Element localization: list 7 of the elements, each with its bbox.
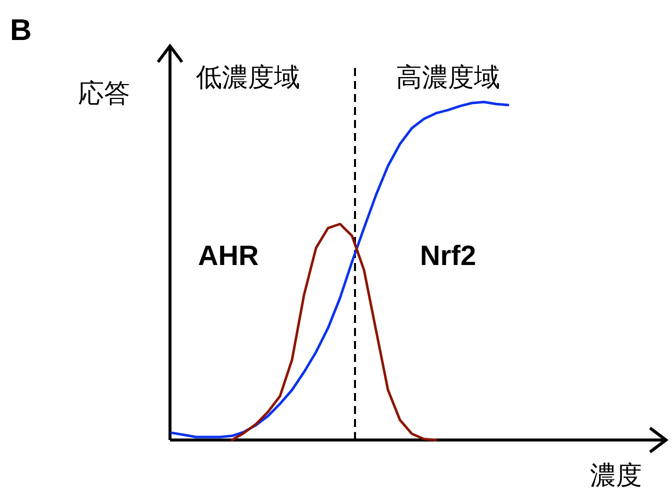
ylabel: 応答 bbox=[78, 78, 130, 108]
annotation: Nrf2 bbox=[420, 240, 476, 271]
annotation: AHR bbox=[198, 240, 259, 271]
annotation: 低濃度域 bbox=[196, 62, 300, 92]
annotation: 高濃度域 bbox=[396, 62, 500, 92]
xlabel: 濃度 bbox=[590, 460, 642, 490]
title: B bbox=[10, 14, 32, 47]
